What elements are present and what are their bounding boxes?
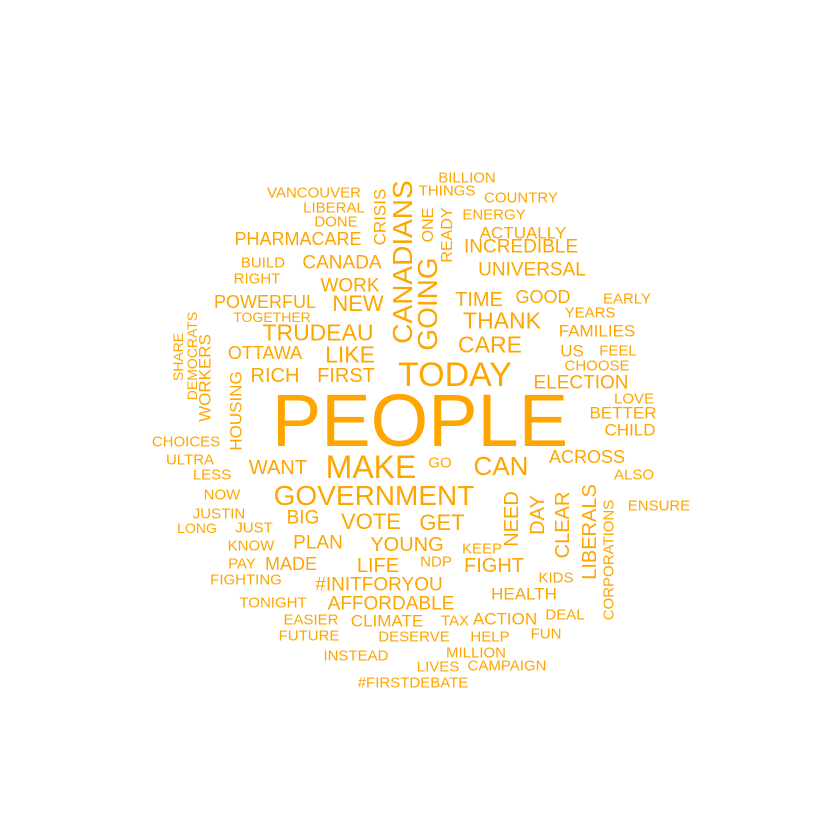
word-government: GOVERNMENT — [273, 480, 475, 511]
word-tax: TAX — [440, 612, 470, 630]
word-help: HELP — [470, 628, 510, 646]
word-young: YOUNG — [370, 534, 444, 556]
word-make: MAKE — [325, 449, 417, 485]
word-affordable: AFFORDABLE — [327, 593, 455, 615]
word-clear: CLEAR — [552, 491, 574, 559]
word-kids: KIDS — [538, 569, 574, 587]
word-deserve: DESERVE — [378, 628, 450, 646]
word-vancouver: VANCOUVER — [267, 184, 361, 202]
word-firstdebate: #FIRSTDEBATE — [357, 674, 469, 692]
word-early: EARLY — [602, 290, 652, 308]
word-ensure: ENSURE — [627, 497, 691, 515]
word-right: RIGHT — [233, 270, 281, 288]
word-things: THINGS — [418, 182, 476, 200]
word-people: PEOPLE — [271, 379, 569, 462]
word-climate: CLIMATE — [350, 611, 424, 631]
word-country: COUNTRY — [484, 189, 558, 207]
word-ndp: NDP — [420, 553, 452, 571]
word-crisis: CRISIS — [370, 188, 390, 246]
word-care: CARE — [458, 331, 522, 358]
word-future: FUTURE — [278, 627, 340, 645]
word-instead: INSTEAD — [323, 647, 389, 665]
word-today: TODAY — [398, 356, 512, 394]
word-lives: LIVES — [416, 658, 460, 676]
word-new: NEW — [332, 291, 384, 316]
word-know: KNOW — [227, 537, 275, 555]
word-trudeau: TRUDEAU — [262, 319, 374, 346]
word-first: FIRST — [317, 365, 375, 387]
word-ottawa: OTTAWA — [227, 343, 303, 363]
word-long: LONG — [177, 520, 217, 536]
word-work: WORK — [320, 275, 380, 297]
word-rich: RICH — [250, 365, 300, 387]
word-need: NEED — [501, 491, 523, 547]
word-can: CAN — [473, 451, 529, 481]
word-less: LESS — [192, 466, 232, 484]
word-energy: ENERGY — [462, 206, 526, 224]
word-incredible: INCREDIBLE — [463, 236, 579, 258]
word-one: ONE — [420, 207, 437, 243]
word-corporations: CORPORATIONS — [600, 499, 618, 621]
word-time: TIME — [455, 289, 503, 311]
word-campaign: CAMPAIGN — [467, 657, 547, 675]
word-keep: KEEP — [461, 540, 503, 558]
word-families: FAMILIES — [558, 321, 636, 341]
word-life: LIFE — [356, 555, 400, 577]
word-fight: FIGHT — [464, 555, 524, 577]
word-ready: READY — [439, 207, 456, 263]
word-also: ALSO — [613, 466, 655, 484]
word-together: TOGETHER — [233, 309, 311, 325]
word-justin: JUSTIN — [192, 505, 246, 523]
word-across: ACROSS — [548, 447, 626, 467]
word-ultra: ULTRA — [165, 451, 215, 469]
word-liberal: LIBERAL — [303, 199, 365, 217]
word-thank: THANK — [463, 307, 541, 334]
word-tonight: TONIGHT — [239, 594, 307, 612]
word-action: ACTION — [472, 609, 538, 629]
word-just: JUST — [235, 519, 273, 537]
word-going: GOING — [412, 257, 443, 351]
word-deal: DEAL — [545, 606, 585, 624]
word-go: GO — [428, 454, 452, 472]
word-build: BUILD — [240, 254, 286, 272]
word-powerful: POWERFUL — [213, 292, 317, 312]
word-want: WANT — [248, 457, 308, 479]
word-done: DONE — [314, 213, 358, 231]
word-easier: EASIER — [283, 611, 339, 629]
word-choose: CHOOSE — [564, 357, 630, 375]
word-canada: CANADA — [302, 252, 382, 274]
word-made: MADE — [264, 554, 318, 574]
word-fun: FUN — [530, 625, 562, 643]
word-actually: ACTUALLY — [479, 223, 567, 243]
word-pharmacare: PHARMACARE — [234, 229, 362, 249]
word-liberals: LIBERALS — [579, 484, 601, 580]
word-housing: HOUSING — [226, 371, 246, 451]
word-billion: BILLION — [438, 169, 496, 187]
word-years: YEARS — [564, 304, 616, 322]
word-election: ELECTION — [533, 372, 629, 394]
word-choices: CHOICES — [151, 433, 221, 451]
word-democrats: DEMOCRATS — [184, 311, 200, 401]
word-million: MILLION — [445, 644, 507, 662]
word-pay: PAY — [228, 555, 256, 573]
word-like: LIKE — [325, 341, 375, 368]
word-share: SHARE — [170, 332, 186, 382]
word-fighting: FIGHTING — [210, 571, 282, 589]
word-plan: PLAN — [293, 532, 343, 554]
word-child: CHILD — [604, 420, 656, 440]
word-universal: UNIVERSAL — [478, 259, 586, 281]
word-good: GOOD — [515, 287, 571, 307]
word-get: GET — [419, 510, 465, 535]
word-day: DAY — [527, 495, 549, 535]
word-now: NOW — [203, 486, 241, 504]
word-big: BIG — [286, 507, 320, 529]
word-better: BETTER — [589, 403, 657, 423]
word-love: LOVE — [613, 390, 655, 408]
word-health: HEALTH — [491, 584, 557, 604]
word-vote: VOTE — [341, 509, 401, 534]
word-feel: FEEL — [599, 342, 637, 360]
word-initforyou: #INITFORYOU — [315, 574, 443, 596]
word-us: US — [560, 341, 584, 361]
